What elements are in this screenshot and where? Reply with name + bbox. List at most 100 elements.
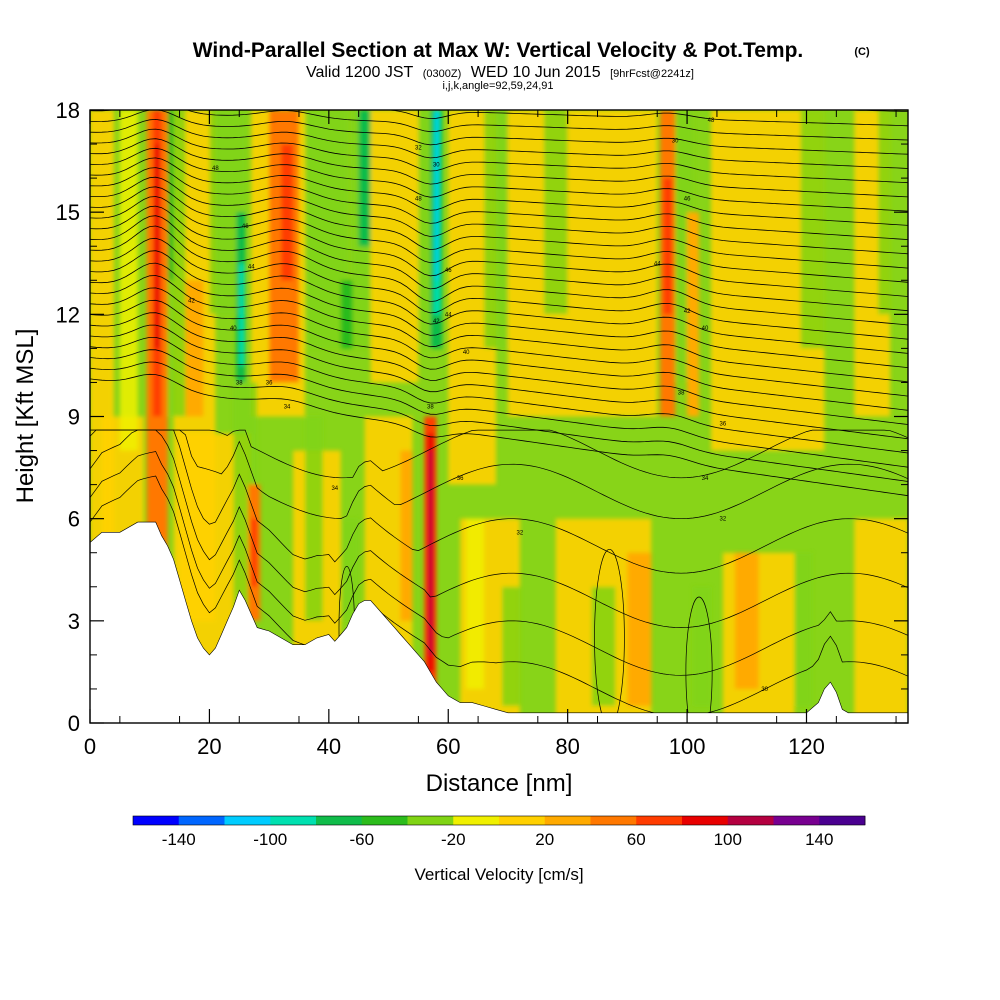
y-tick-label: 18 — [56, 98, 80, 123]
isentrope-line — [90, 225, 908, 326]
isentrope-line — [90, 138, 908, 198]
isentrope-line — [90, 475, 908, 717]
colorbar-swatch — [727, 816, 774, 825]
chart-title: Wind-Parallel Section at Max W: Vertical… — [193, 39, 804, 62]
colorbar-swatch — [361, 816, 408, 825]
isentrope-line — [90, 118, 908, 169]
isentrope-line — [90, 157, 908, 226]
isentrope-line — [90, 196, 908, 283]
isentrope-label: 40 — [230, 326, 237, 332]
colorbar-tick-label: 100 — [714, 830, 742, 849]
plot-area: 48 46 44 42 40 38 36 34 32 30 48 46 44 42 40 38 36 34 32 30… — [90, 110, 908, 723]
colorbar-swatch — [819, 816, 866, 825]
x-tick-label: 100 — [669, 734, 706, 759]
colorbar-tick-label: -100 — [253, 830, 287, 849]
colorbar-swatch — [590, 816, 637, 825]
isentrope-label: 38 — [236, 380, 243, 386]
isentrope-label: 44 — [248, 265, 255, 271]
copyright-mark: (C) — [854, 46, 870, 58]
x-axis-label: Distance [nm] — [426, 770, 573, 797]
isentrope-line — [90, 110, 908, 155]
isentrope-label: 32 — [720, 517, 727, 523]
colorbar-tick-label: 20 — [535, 830, 554, 849]
isentrope-label: 44 — [445, 312, 452, 318]
isentrope-line — [90, 299, 908, 411]
x-tick-label: 60 — [436, 734, 460, 759]
y-axis: 0 36 9 12 15 18 — [56, 98, 908, 736]
y-axis-label: Height [Kft MSL] — [12, 329, 39, 504]
isentrope-line — [90, 147, 908, 212]
x-tick-label: 120 — [788, 734, 825, 759]
isentrope-label: 34 — [702, 476, 709, 482]
colorbar-swatch — [407, 816, 454, 825]
isentrope-line — [90, 167, 908, 240]
colorbar-swatch — [544, 816, 591, 825]
y-tick-label: 9 — [68, 405, 80, 430]
terrain-mask — [90, 521, 908, 723]
valid-prefix: Valid 1200 JST — [306, 64, 414, 81]
x-tick-label: 80 — [555, 734, 579, 759]
x-tick-label: 40 — [317, 734, 341, 759]
contour-cell — [685, 596, 713, 723]
isentrope-line — [384, 110, 908, 127]
isentrope-line — [90, 429, 908, 574]
isentrope-label: 36 — [266, 380, 273, 386]
y-tick-label: 3 — [68, 609, 80, 634]
colorbar-swatch — [682, 816, 729, 825]
y-tick-label: 15 — [56, 200, 80, 225]
colorbar-swatch — [316, 816, 363, 825]
isentrope-line — [90, 275, 908, 383]
isentrope-line — [90, 324, 908, 440]
isentrope-line — [90, 186, 908, 269]
valid-utc: (0300Z) — [423, 68, 462, 80]
chart-header: Wind-Parallel Section at Max W: Vertical… — [193, 39, 870, 92]
isentrope-label: 42 — [433, 319, 440, 325]
isentrope-line — [90, 361, 908, 482]
colorbar-tick-label: 140 — [805, 830, 833, 849]
isentrope-label: 40 — [463, 350, 470, 356]
y-tick-label: 0 — [68, 711, 80, 736]
colorbar-swatch — [453, 816, 500, 825]
velocity-field — [90, 110, 908, 723]
isentrope-line — [90, 337, 908, 454]
isentrope-line — [90, 205, 908, 297]
isentrope-label: 44 — [654, 261, 661, 267]
isentrope-line — [90, 110, 908, 141]
x-axis: 0 20 40 60 80 100 120 — [84, 110, 897, 759]
isentrope-line — [90, 215, 908, 312]
colorbar-label: Vertical Velocity [cm/s] — [414, 865, 583, 884]
colorbar-swatch — [270, 816, 317, 825]
isentrope-label: 42 — [188, 299, 195, 305]
forecast-info: [9hrFcst@2241z] — [610, 68, 694, 80]
isentrope-label: 46 — [445, 268, 452, 274]
colorbar-swatch — [499, 816, 546, 825]
isentrope-label: 48 — [415, 197, 422, 203]
x-tick-label: 0 — [84, 734, 96, 759]
isentrope-label: 48 — [212, 166, 219, 172]
isentrope-label: 40 — [702, 326, 709, 332]
isentrope-line — [90, 451, 908, 676]
isentrope-label: 32 — [517, 530, 524, 536]
colorbar-swatch — [773, 816, 820, 825]
isentrope-line — [90, 429, 908, 628]
isentrope-label: 36 — [720, 421, 727, 427]
isentrope-line — [90, 429, 908, 479]
colorbar-tick-label: -20 — [441, 830, 466, 849]
colorbar-swatch — [636, 816, 683, 825]
colorbar-tick-label: -140 — [162, 830, 196, 849]
colorbar-tick-label: -60 — [349, 830, 374, 849]
isentrope-label: 46 — [684, 197, 691, 203]
isentrope-label: 38 — [678, 391, 685, 397]
colorbar-swatch — [178, 816, 225, 825]
colorbar-swatch — [133, 816, 180, 825]
isentrope-label: 30 — [672, 139, 679, 145]
contour-cell — [594, 548, 625, 723]
isentrope-label: 46 — [242, 224, 249, 230]
isentrope-label: 38 — [427, 404, 434, 410]
isentrope-label: 36 — [457, 476, 464, 482]
y-tick-label: 12 — [56, 302, 80, 327]
isentrope-line — [90, 429, 908, 520]
isentrope-contours: 48 46 44 42 40 38 36 34 32 30 48 46 44 42 40 38 36 34 32 30… — [90, 110, 908, 723]
isentrope-label: 30 — [761, 687, 768, 693]
